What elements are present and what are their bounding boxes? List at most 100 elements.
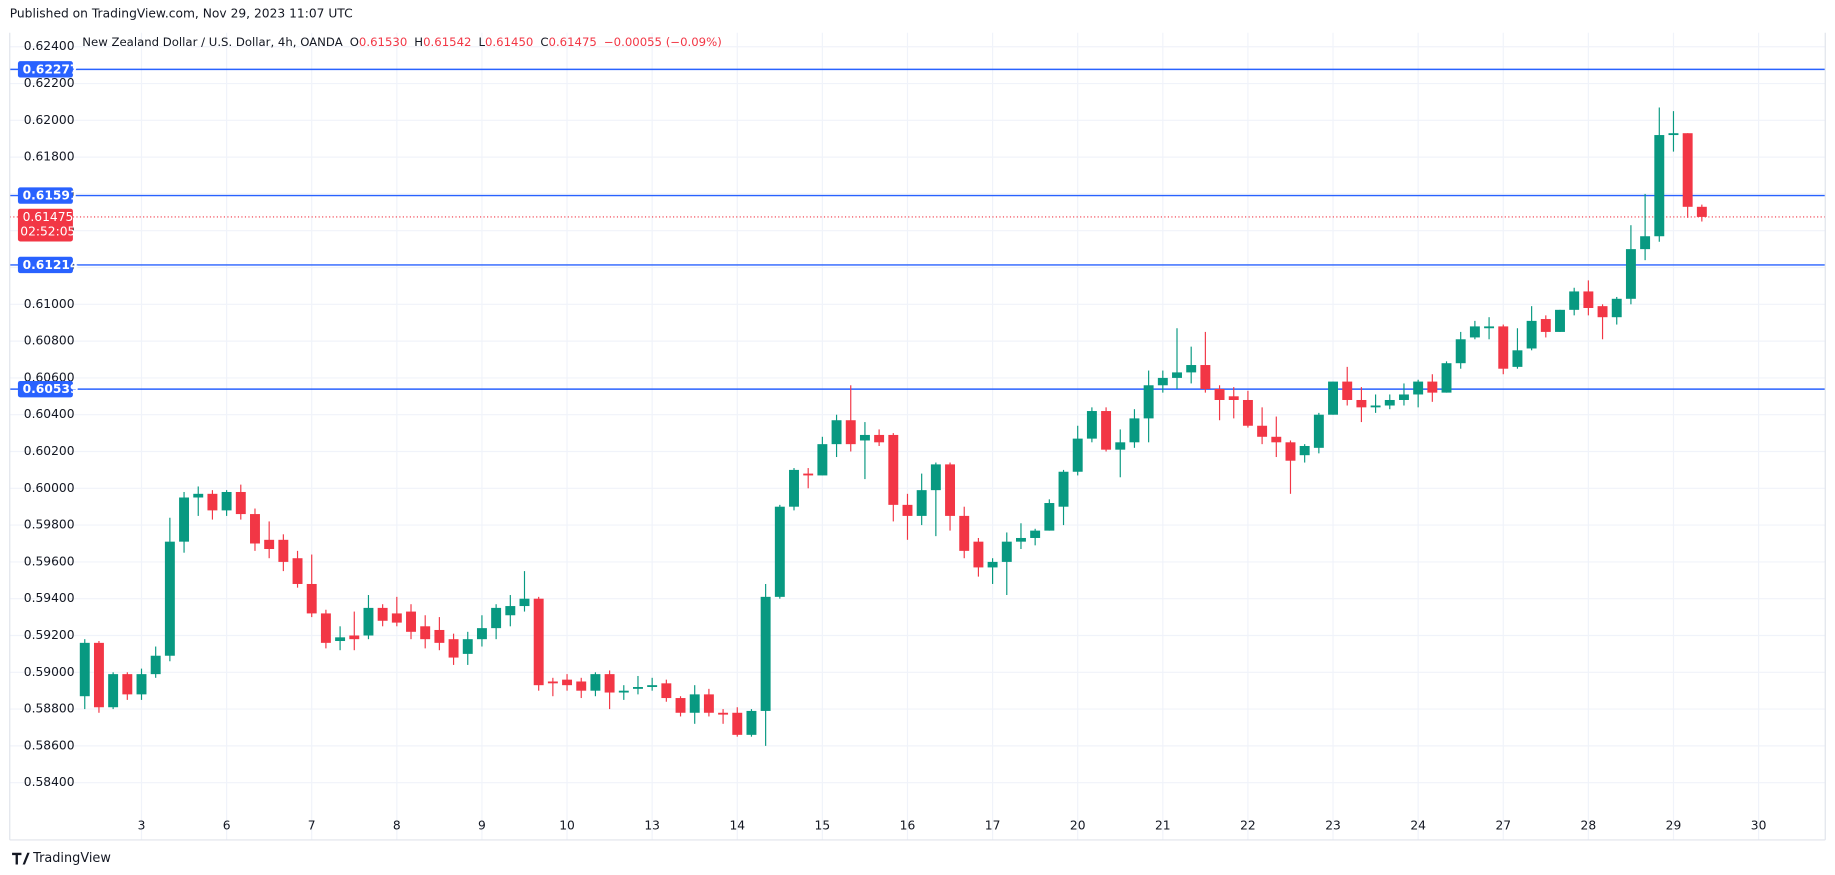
level-label-box (17, 187, 73, 204)
candle-body (916, 490, 927, 516)
candle-body (1441, 363, 1452, 393)
candle-body (902, 504, 913, 516)
x-tick-label: 24 (1410, 818, 1426, 832)
x-tick-label: 3 (138, 818, 146, 832)
last-price-label: 0.61475 (23, 210, 74, 224)
candle-body (1512, 350, 1523, 367)
x-tick-label: 17 (985, 818, 1001, 832)
candle-body (1143, 385, 1154, 419)
x-tick-label: 13 (644, 818, 660, 832)
candle-body (250, 514, 260, 544)
candle-body (689, 694, 700, 713)
candle-body (1555, 309, 1565, 332)
y-tick-label: 0.60600 (24, 370, 75, 384)
candle-body (1285, 442, 1296, 461)
level-label-box (17, 380, 73, 398)
candle-body (1016, 537, 1026, 542)
candle-body (959, 515, 970, 551)
candle-body (349, 635, 360, 640)
candle-body (590, 674, 601, 691)
candle-body (491, 607, 502, 629)
level-label-box (17, 256, 73, 274)
y-tick-label: 0.60000 (24, 481, 75, 495)
y-tick-label: 0.62400 (24, 39, 75, 53)
candle-body (1540, 319, 1551, 332)
candle-body (122, 674, 133, 695)
candle-body (1484, 326, 1495, 329)
candle-body (292, 558, 303, 584)
y-tick-label: 0.59400 (24, 591, 75, 605)
o-label: O (350, 35, 359, 49)
candle-body (1228, 396, 1239, 400)
candle-body (1086, 411, 1097, 439)
candle-body (987, 561, 998, 568)
candle-body (675, 698, 686, 713)
brand-logo (12, 852, 30, 865)
y-tick-label: 0.61800 (24, 150, 75, 164)
candle-body (179, 497, 190, 542)
candle-body (1157, 377, 1168, 386)
candle-body (505, 606, 516, 616)
candle-body (803, 473, 814, 476)
countdown: 02:52:05 (20, 225, 75, 239)
candle-body (1696, 206, 1707, 217)
candle-body (1129, 418, 1140, 443)
candle-body (562, 679, 573, 686)
candle-body (576, 681, 587, 691)
candle-body (533, 598, 544, 686)
candle-body (363, 607, 374, 636)
candle-body (320, 613, 331, 643)
candle-body (1597, 306, 1608, 318)
candle-body (476, 628, 487, 640)
last-price-box (17, 208, 73, 242)
candle-body (774, 506, 785, 597)
candle-body (306, 583, 317, 614)
candle-body (1668, 133, 1679, 136)
candle-body (193, 493, 204, 498)
x-tick-label: 10 (559, 818, 575, 832)
candle-body (831, 420, 842, 445)
candle-body (1186, 365, 1197, 373)
candle-body (79, 642, 90, 697)
y-tick-label: 0.58600 (24, 738, 75, 752)
candle-body (462, 639, 473, 654)
candle-body (1044, 503, 1055, 531)
l-label: L (478, 35, 485, 49)
candle-body (1370, 405, 1381, 408)
c-label: C (540, 35, 548, 49)
candle-body (1299, 445, 1310, 456)
x-tick-label: 8 (393, 818, 401, 832)
x-tick-label: 28 (1581, 818, 1597, 832)
y-tick-label: 0.60400 (24, 407, 75, 421)
candle-body (448, 639, 459, 658)
x-tick-label: 14 (729, 818, 745, 832)
candle-body (1611, 298, 1622, 318)
x-tick-label: 22 (1240, 818, 1256, 832)
o-value: 0.61530 (359, 35, 407, 49)
x-tick-label: 30 (1751, 818, 1767, 832)
candle-body (1569, 291, 1580, 310)
candle-body (1640, 236, 1651, 250)
level-label: 0.60539 (23, 382, 79, 396)
candle-body (817, 444, 828, 476)
published: Published on TradingView.com, Nov 29, 20… (10, 7, 353, 21)
brand: TradingView (32, 851, 111, 866)
x-tick-label: 21 (1155, 818, 1171, 832)
h-value: 0.61542 (423, 35, 471, 49)
candle-body (1200, 365, 1211, 389)
candle-body (703, 694, 714, 713)
candle-body (1342, 381, 1353, 400)
x-tick-label: 23 (1325, 818, 1341, 832)
y-tick-label: 0.59200 (24, 628, 75, 642)
candle-body (1058, 471, 1069, 507)
candle-body (1313, 414, 1324, 448)
candle-body (973, 541, 984, 568)
candles (79, 107, 1707, 746)
candle-body (1271, 436, 1282, 443)
candle-body (235, 491, 246, 515)
levels (9, 68, 1826, 390)
x-tick-label: 16 (900, 818, 916, 832)
x-tick-label: 29 (1666, 818, 1682, 832)
y-tick-label: 0.60200 (24, 444, 75, 458)
